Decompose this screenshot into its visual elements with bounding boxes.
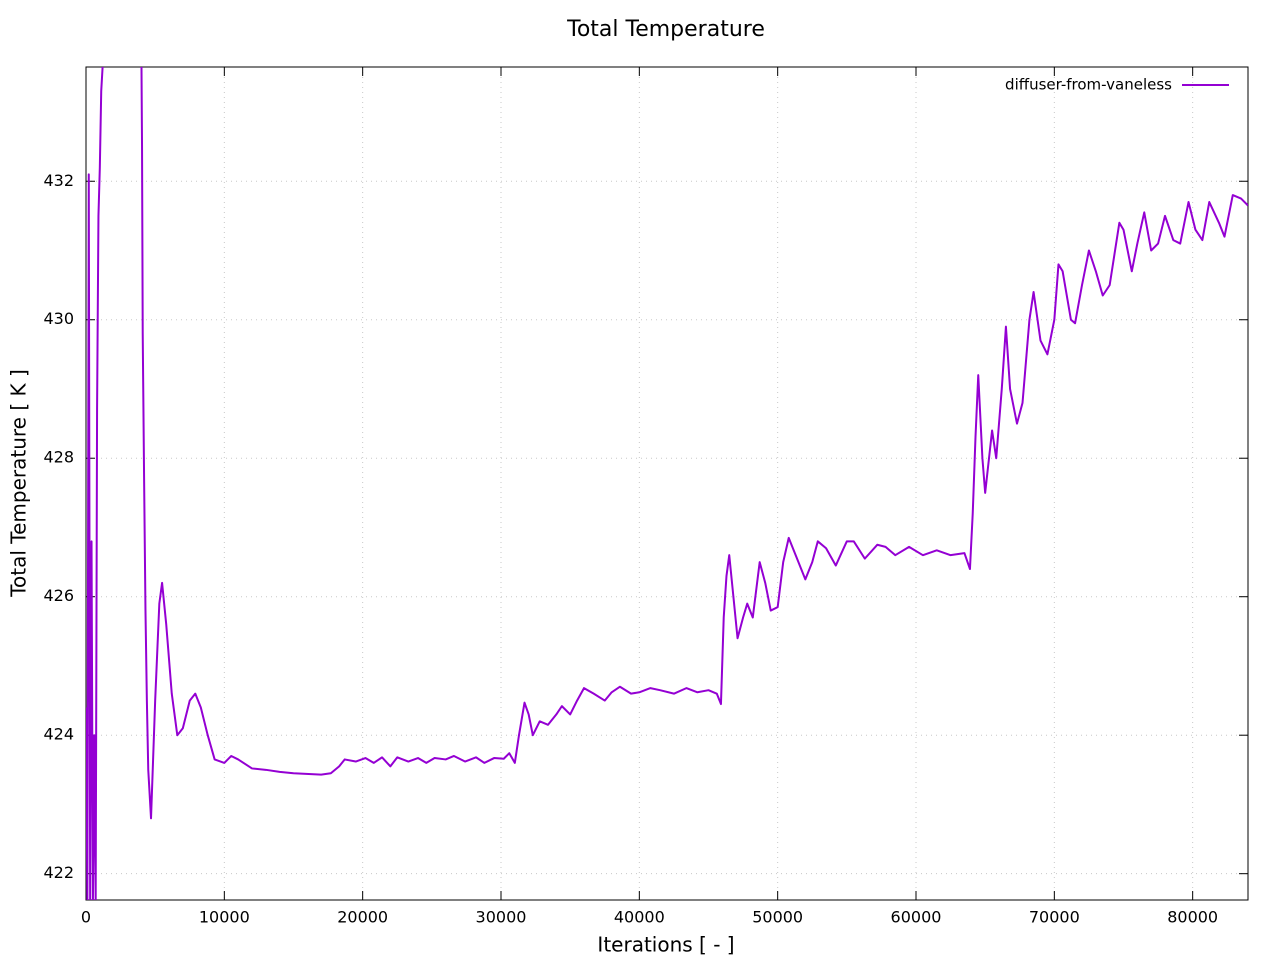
y-tick-label: 428 [43, 448, 74, 467]
x-tick-label: 80000 [1167, 908, 1218, 927]
x-tick-label: 50000 [752, 908, 803, 927]
plot-frame [85, 66, 1249, 901]
plot-area [86, 67, 1248, 900]
y-axis-label: Total Temperature [ K ] [7, 369, 31, 598]
chart-title: Total Temperature [566, 17, 765, 42]
y-tick-label: 432 [43, 171, 74, 190]
x-tick-label: 60000 [891, 908, 942, 927]
x-tick-label: 30000 [476, 908, 527, 927]
x-tick-label: 70000 [1029, 908, 1080, 927]
y-tick-label: 422 [43, 863, 74, 882]
y-tick-label: 424 [43, 725, 74, 744]
x-tick-label: 0 [81, 908, 91, 927]
x-axis-label: Iterations [ - ] [597, 933, 734, 957]
x-tick-label: 40000 [614, 908, 665, 927]
x-tick-label: 10000 [199, 908, 250, 927]
y-tick-label: 430 [43, 309, 74, 328]
y-tick-label: 426 [43, 586, 74, 605]
x-tick-label: 20000 [337, 908, 388, 927]
data-line [86, 67, 1248, 900]
legend-label: diffuser-from-vaneless [1005, 76, 1172, 94]
